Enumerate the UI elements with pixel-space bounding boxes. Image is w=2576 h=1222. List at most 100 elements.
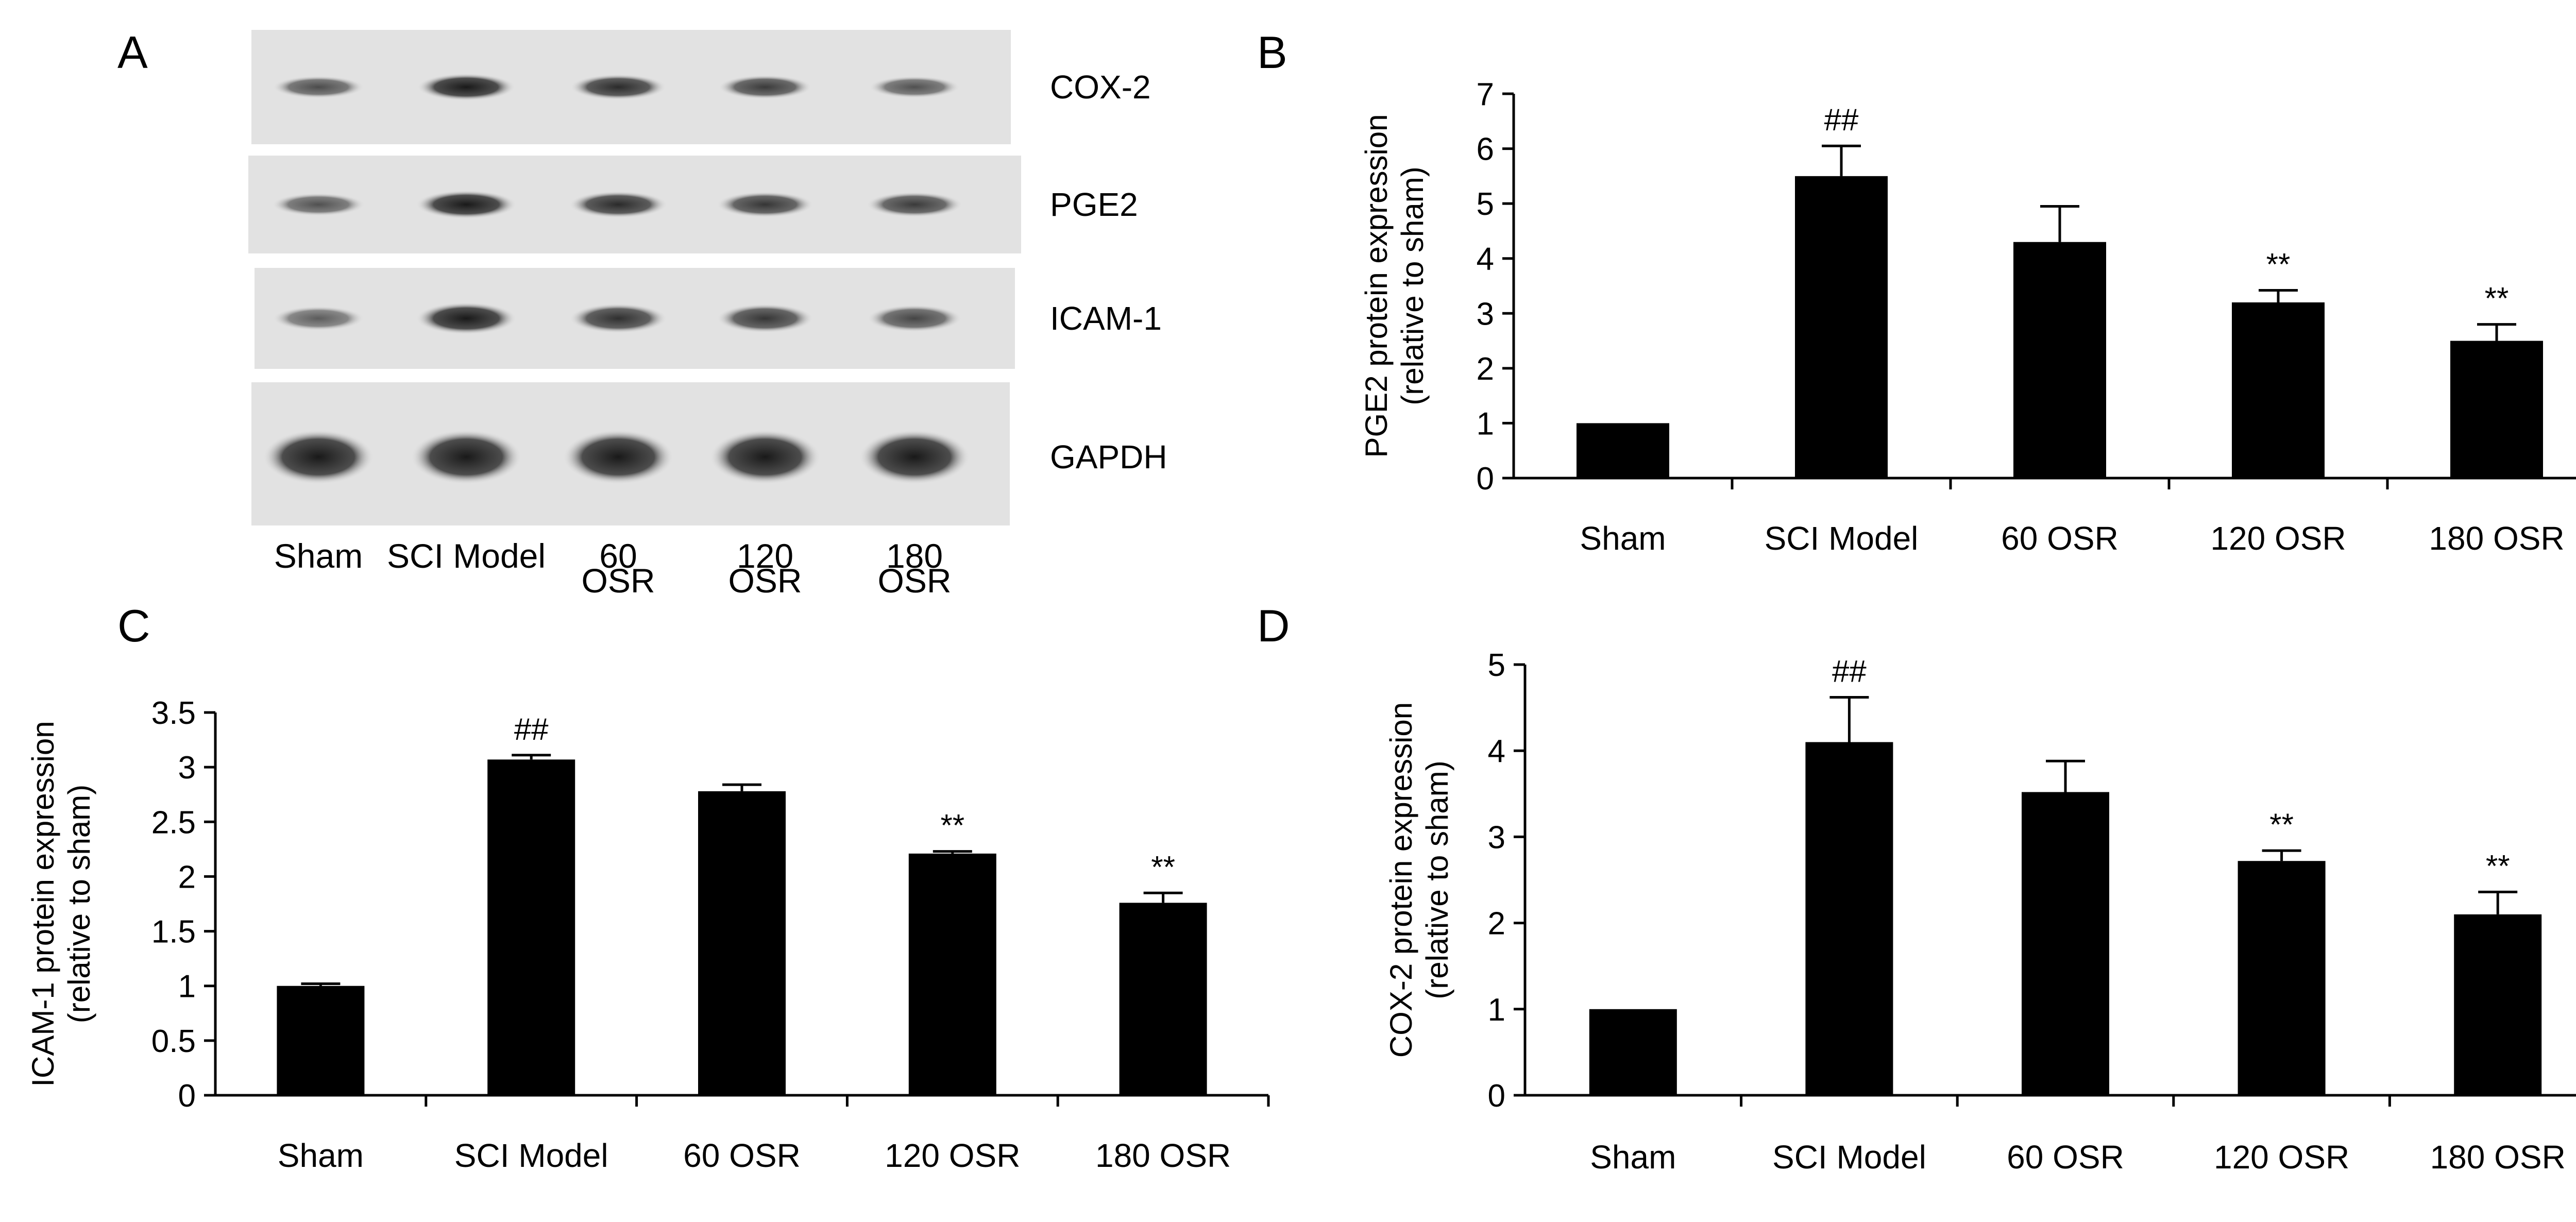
x-category-label: 180 OSR [1095,1137,1231,1174]
blot-strip-pge2 [248,156,1021,253]
bar-120-osr [908,853,996,1095]
error-bar-sci-model [512,754,551,760]
y-axis-title: PGE2 protein expression [1359,114,1394,457]
blot-strips [248,30,1021,525]
error-bar-120-osr [933,850,972,854]
panel-label-b: B [1257,27,1287,78]
bar-180-osr [2450,341,2543,478]
y-tick-label: 1 [1477,406,1494,442]
x-category-label: Sham [1590,1139,1676,1176]
blot-band-icam-1-lane-2 [416,302,517,335]
blot-band-pge2-lane-2 [416,190,517,219]
error-bar-180-osr [2477,323,2516,341]
error-bar-180-osr [2478,890,2518,914]
error-bar-sham [301,982,341,986]
bar-60-osr [698,791,786,1095]
blot-lane-label: 120 [737,537,793,575]
y-tick-label: 1 [178,969,196,1005]
error-bar-60-osr [2040,205,2079,242]
y-tick-label: 7 [1477,77,1494,112]
y-tick-label: 3 [1488,820,1505,855]
x-category-label: 180 OSR [2430,1139,2566,1176]
blot-lane-label: Sham [274,537,363,575]
blot-band-cox-2-lane-4 [718,75,812,99]
blot-band-cox-2-lane-5 [869,76,960,98]
chart-cox2: D 0 1 2 3 4 5 Sham ## SCI Model 60 OSR ** 120 OSR **… [1257,600,2576,1176]
significance-marker-sci-model: ## [514,712,549,746]
bar-60-osr [2022,792,2109,1095]
significance-marker-120-osr: ** [940,808,964,843]
blot-strip-icam-1 [255,268,1015,369]
error-bar-120-osr [2259,289,2298,302]
bar-120-osr [2232,302,2325,478]
panel-label-c: C [117,600,150,651]
blot-lane-label-line2: OSR [728,562,802,600]
blot-strip-gapdh [251,382,1010,525]
blot-row-label-gapdh: GAPDH [1050,438,1167,476]
x-category-label: 60 OSR [2001,520,2119,557]
y-tick-label: 3.5 [151,695,196,731]
y-tick-label: 0 [1477,461,1494,497]
y-tick-label: 6 [1477,132,1494,167]
blot-band-cox-2-lane-1 [273,76,364,98]
y-tick-label: 5 [1488,648,1505,683]
error-bar-60-osr [722,783,761,791]
error-bar-120-osr [2262,849,2301,861]
blot-lane-label: SCI Model [387,537,546,575]
blot-band-pge2-lane-3 [569,191,668,218]
y-tick-label: 4 [1488,734,1505,769]
blot-lane-label: 60 [599,537,637,575]
error-bar-sci-model [1829,696,1869,742]
error-bar-60-osr [2046,759,2085,792]
y-axis-title: COX-2 protein expression [1384,702,1418,1058]
bar-sci-model [1795,176,1888,478]
y-axis-subtitle: (relative to sham) [1395,166,1430,405]
x-category-label: 120 OSR [2214,1139,2349,1176]
bar-180-osr [1119,903,1207,1095]
x-category-label: 180 OSR [2429,520,2564,557]
significance-marker-sci-model: ## [1832,654,1867,689]
panel-label-d: D [1257,600,1290,651]
blot-band-icam-1-lane-4 [717,303,814,333]
blot-band-gapdh-lane-5 [859,430,970,484]
y-tick-label: 3 [1477,296,1494,332]
blot-band-icam-1-lane-5 [867,304,962,332]
error-bar-180-osr [1143,891,1183,903]
y-tick-label: 2.5 [151,805,196,840]
y-tick-label: 2 [178,859,196,895]
y-axis-subtitle: (relative to sham) [62,785,96,1023]
blot-band-gapdh-lane-4 [709,430,821,484]
error-bar-sci-model [1822,144,1861,176]
blot-lane-label-line2: OSR [581,562,655,600]
y-tick-label: 1 [1488,992,1505,1028]
blot-band-icam-1-lane-1 [273,306,364,331]
significance-marker-180-osr: ** [2486,848,2510,883]
x-category-label: SCI Model [1772,1139,1926,1176]
y-tick-label: 5 [1477,186,1494,222]
blot-band-gapdh-lane-1 [263,430,374,484]
x-category-label: 60 OSR [2007,1139,2124,1176]
blot-band-cox-2-lane-2 [417,73,515,101]
bar-120-osr [2238,861,2326,1095]
blot-band-icam-1-lane-3 [569,303,667,333]
significance-marker-180-osr: ** [2485,281,2509,316]
y-tick-label: 0 [178,1078,196,1114]
y-tick-label: 0 [1488,1078,1505,1114]
chart-icam1: C 0 0.5 1 1.5 2 2.5 3 3.5 Sham ## SCI Model 60 OSR *… [26,600,1270,1174]
bar-sci-model [1805,742,1893,1095]
bar-60-osr [2013,242,2106,478]
blot-band-pge2-lane-4 [717,192,814,217]
x-category-label: SCI Model [454,1137,608,1174]
x-category-label: 60 OSR [683,1137,801,1174]
x-category-label: 120 OSR [885,1137,1020,1174]
blot-row-label-pge2: PGE2 [1050,186,1138,223]
blot-row-label-icam-1: ICAM-1 [1050,300,1162,337]
blot-band-gapdh-lane-2 [411,430,522,484]
y-tick-label: 2 [1477,351,1494,387]
blot-row-label-cox-2: COX-2 [1050,69,1151,106]
blot-band-gapdh-lane-3 [563,430,674,484]
bar-sham [1589,1009,1677,1095]
